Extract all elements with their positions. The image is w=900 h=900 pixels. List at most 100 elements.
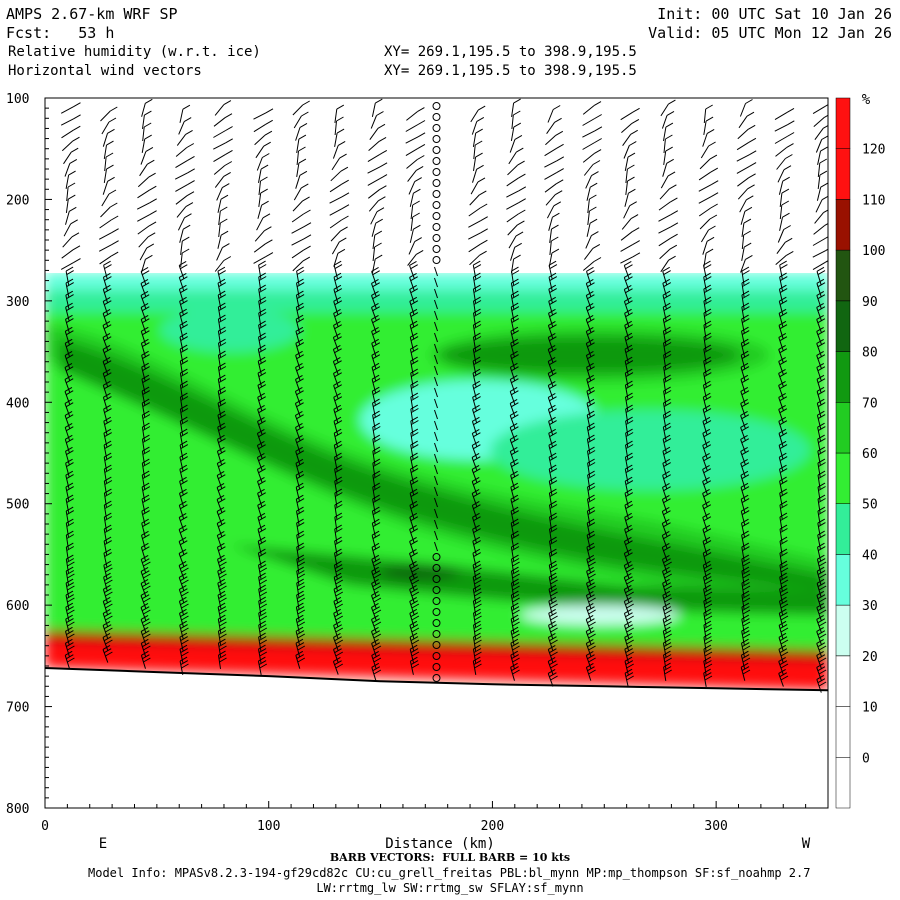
wind-barb-staff [624,349,629,363]
wind-barb-feather [474,579,482,585]
wind-barb-feather [703,572,711,578]
wind-barb-feather [180,356,188,362]
wind-barb-feather [104,492,113,497]
wind-barb-staff [257,361,262,375]
wind-barb-staff [61,249,74,259]
wind-barb-feather [778,392,786,398]
wind-barb-feather [665,146,673,152]
wind-barb-feather [473,432,481,438]
wind-barb-feather [587,506,595,512]
wind-barb-feather [816,362,825,368]
calm-circle [432,630,441,638]
wind-barb-feather [141,594,150,600]
wind-barb-feather [373,438,381,443]
wind-barb-feather [333,344,341,350]
wind-barb-feather [258,588,267,593]
wind-barb-staff [548,445,553,459]
wind-barb-feather [473,312,482,317]
wind-barb-feather [625,648,633,654]
wind-barb-feather [258,516,267,522]
wind-barb-feather [296,294,305,300]
wind-barb-feather [334,456,343,462]
barb-column [329,104,350,675]
wind-barb-feather [409,296,418,302]
wind-barb-staff [548,433,553,447]
wind-barb-feather [65,366,74,372]
wind-barb-feather [587,434,595,440]
wind-barb-staff [587,198,590,214]
wind-barb-feather [64,422,73,428]
wind-barb-feather [779,288,788,294]
wind-barb-feather [262,153,270,158]
wind-barb-feather [105,651,113,657]
wind-barb-staff [813,117,825,127]
barb-column [812,104,828,693]
wind-barb-feather [297,573,306,579]
wind-barb-staff [178,265,185,279]
wind-barb-feather [218,638,226,644]
wind-barb-feather [662,614,671,620]
wind-barb-feather [589,218,598,224]
wind-barb-feather [299,122,308,128]
wind-barb-feather [816,602,825,608]
wind-barb-feather [333,296,341,302]
wind-barb-staff [472,337,477,351]
wind-barb-feather [296,330,305,336]
x-tick-label: 100 [257,819,280,834]
wind-barb-feather [663,630,672,636]
wind-barb-feather [223,171,231,177]
wind-barb-staff [582,261,595,271]
wind-barb-feather [66,294,74,300]
wind-barb-feather [66,306,74,312]
colorbar-swatch [835,97,851,149]
wind-barb-feather [337,140,346,146]
wind-barb-feather [66,510,75,516]
wind-barb-feather [548,272,557,278]
wind-barb-feather [106,164,114,170]
wind-barb-feather [473,588,482,594]
wind-barb-feather [625,264,633,270]
surface-line [45,667,828,692]
wind-barb-staff [812,250,826,258]
wind-barb-staff [434,365,438,376]
wind-barb-feather [740,662,749,668]
wind-barb-feather [65,290,74,296]
wind-barb-feather [67,573,75,579]
calm-circle [432,245,441,253]
wind-barb-feather [296,510,305,516]
wind-barb-feather [511,578,519,584]
wind-barb-feather [142,558,150,564]
wind-barb-feather [742,618,750,624]
colorbar-label: 70 [862,396,878,411]
wind-barb-feather [817,422,825,428]
wind-barb-staff [99,219,112,229]
wind-barb-staff [102,277,108,291]
wind-barb-feather [549,536,557,542]
wind-barb-staff [140,331,147,345]
wind-barb-staff [141,367,146,381]
wind-barb-feather [334,540,343,546]
calm-circle [432,619,441,627]
wind-barb-feather [180,456,188,462]
wind-barb-feather [180,420,189,425]
wind-barb-feather [818,474,826,479]
wind-barb-staff [141,487,146,501]
wind-barb-feather [144,110,152,116]
wind-barb-staff [216,475,223,489]
wind-barb-feather [111,228,119,234]
wind-barb-staff [409,517,415,531]
wind-barb-feather [218,414,226,420]
wind-barb-feather [141,506,150,512]
wind-barb-feather [555,179,564,185]
wind-barb-feather [65,566,74,572]
wind-barb-feather [371,662,380,668]
end-label-west: W [802,836,811,852]
wind-barb-feather [413,188,421,194]
wind-barb-staff [584,248,594,260]
wind-barb-feather [704,603,713,609]
wind-barb-feather [702,488,710,494]
wind-barb-feather [511,510,520,516]
wind-barb-feather [587,522,596,528]
wind-barb-staff [295,307,300,321]
wind-barb-feather [67,182,76,188]
